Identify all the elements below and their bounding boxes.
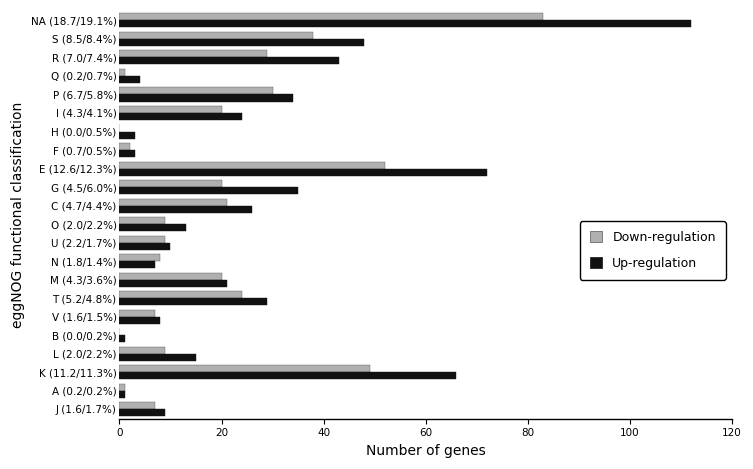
Bar <box>120 280 227 287</box>
Bar <box>120 187 298 194</box>
Legend: Down-regulation, Up-regulation: Down-regulation, Up-regulation <box>580 221 726 280</box>
Bar <box>120 113 242 120</box>
Bar <box>120 254 160 261</box>
Bar <box>120 32 313 39</box>
Bar <box>120 13 543 20</box>
Bar <box>120 384 124 391</box>
Bar <box>120 69 124 76</box>
Bar <box>120 402 155 409</box>
Bar <box>120 409 166 416</box>
Bar <box>120 291 242 298</box>
Bar <box>120 354 196 361</box>
Bar <box>120 180 221 187</box>
Bar <box>120 261 155 268</box>
Bar <box>120 20 691 27</box>
Bar <box>120 50 267 57</box>
Bar <box>120 372 456 379</box>
Bar <box>120 235 166 242</box>
Bar <box>120 39 364 46</box>
Bar <box>120 317 160 324</box>
Bar <box>120 347 166 354</box>
Bar <box>120 365 370 372</box>
Bar <box>120 161 385 168</box>
Bar <box>120 224 186 231</box>
Bar <box>120 242 170 250</box>
Bar <box>120 76 140 83</box>
Bar <box>120 57 339 64</box>
Bar <box>120 143 130 150</box>
Bar <box>120 150 135 157</box>
Bar <box>120 310 155 317</box>
Bar <box>120 217 166 224</box>
Y-axis label: eggNOG functional classification: eggNOG functional classification <box>11 102 25 328</box>
Bar <box>120 168 487 175</box>
Bar <box>120 131 135 138</box>
Bar <box>120 94 293 101</box>
Bar <box>120 205 252 212</box>
Bar <box>120 272 221 280</box>
Bar <box>120 298 267 305</box>
Bar <box>120 335 124 342</box>
Bar <box>120 391 124 398</box>
Bar <box>120 106 221 113</box>
Bar <box>120 198 227 205</box>
X-axis label: Number of genes: Number of genes <box>366 444 486 458</box>
Bar <box>120 87 273 94</box>
